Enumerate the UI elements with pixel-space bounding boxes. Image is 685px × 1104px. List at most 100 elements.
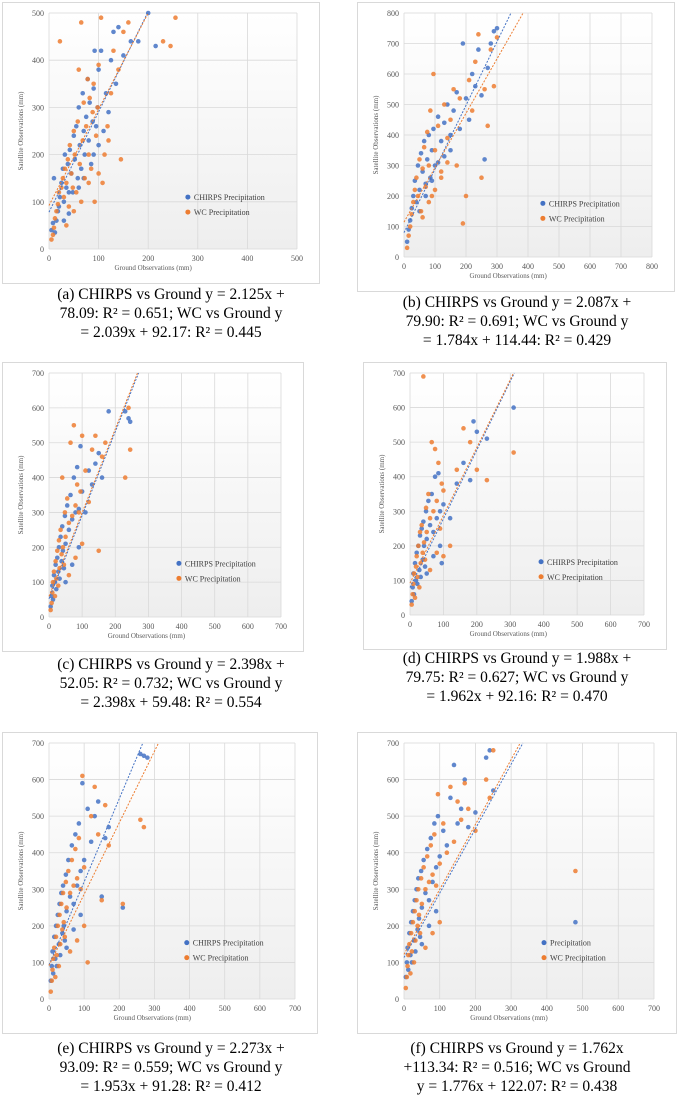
- data-point-chirps: [448, 147, 453, 153]
- data-point-chirps: [76, 105, 82, 110]
- data-point-wc: [427, 515, 433, 521]
- data-point-wc: [424, 129, 430, 135]
- chart-f-svg: 0 100 200 300 400 500 600 700 0 100 200 300 400 500 60…: [372, 739, 660, 1022]
- x-tick-label: 400: [241, 254, 253, 263]
- data-point-chirps: [411, 193, 416, 199]
- data-point-chirps: [66, 211, 72, 216]
- data-point-wc: [458, 817, 464, 823]
- data-point-chirps: [417, 187, 422, 193]
- data-point-chirps: [421, 138, 427, 144]
- legend-label-wc: WC Precipitation: [550, 954, 606, 963]
- data-point-wc: [73, 846, 78, 852]
- data-point-chirps: [413, 949, 418, 954]
- data-point-wc: [92, 199, 97, 205]
- x-tick-label: 500: [209, 622, 221, 631]
- y-tick-label: 200: [387, 192, 399, 201]
- data-point-wc: [426, 163, 432, 168]
- y-tick-label: 600: [32, 776, 44, 785]
- data-point-wc: [413, 938, 418, 943]
- data-point-chirps: [479, 93, 484, 98]
- data-point-wc: [410, 591, 415, 597]
- data-point-wc: [423, 184, 428, 190]
- data-point-chirps: [412, 560, 418, 566]
- y-axis-label: Satellite Observations (mm): [372, 95, 380, 175]
- data-point-wc: [433, 883, 439, 888]
- data-point-wc: [105, 123, 110, 129]
- data-point-wc: [448, 117, 453, 123]
- plot-area: [410, 373, 644, 615]
- data-point-wc: [118, 157, 124, 162]
- data-point-chirps: [435, 813, 441, 819]
- data-point-wc: [573, 868, 578, 874]
- data-point-wc: [434, 550, 440, 556]
- data-point-wc: [48, 607, 53, 613]
- data-point-wc: [431, 71, 436, 77]
- data-point-chirps: [423, 890, 428, 896]
- data-point-wc: [53, 934, 59, 940]
- data-point-chirps: [442, 120, 447, 126]
- data-point-wc: [95, 832, 101, 837]
- data-point-wc: [404, 974, 410, 980]
- data-point-chirps: [431, 126, 436, 132]
- data-point-chirps: [433, 865, 439, 870]
- data-point-wc: [419, 901, 425, 907]
- data-point-chirps: [106, 409, 111, 414]
- plot-area: [49, 373, 281, 617]
- y-tick-label: 300: [393, 507, 405, 516]
- data-point-wc: [426, 491, 431, 497]
- data-point-wc: [415, 193, 421, 199]
- data-point-wc: [423, 886, 428, 892]
- data-point-chirps: [483, 755, 489, 760]
- caption-d-line1: (d) CHIRPS vs Ground y = 1.988x +: [402, 650, 632, 667]
- data-point-wc: [111, 48, 116, 54]
- data-point-chirps: [424, 571, 430, 576]
- data-point-wc: [437, 861, 443, 866]
- data-point-chirps: [108, 57, 114, 63]
- data-point-wc: [55, 583, 61, 588]
- data-point-wc: [447, 543, 453, 549]
- legend-marker-wc: [184, 955, 190, 961]
- data-point-wc: [58, 527, 63, 533]
- data-point-chirps: [455, 821, 460, 826]
- data-point-wc: [141, 824, 147, 830]
- caption-b-line1: (b) CHIRPS vs Ground y = 2.087x +: [402, 294, 632, 311]
- data-point-chirps: [490, 788, 496, 793]
- data-point-chirps: [73, 832, 78, 837]
- data-point-chirps: [454, 90, 459, 95]
- data-point-wc: [491, 83, 497, 89]
- data-point-wc: [445, 160, 450, 165]
- caption-a-line2: 78.09: R² = 0.651; WC vs Ground y: [59, 305, 283, 322]
- y-tick-label: 300: [32, 103, 44, 112]
- data-point-wc: [437, 919, 443, 925]
- data-point-wc: [473, 59, 478, 65]
- data-point-wc: [432, 446, 438, 452]
- data-point-chirps: [62, 152, 68, 157]
- data-point-wc: [421, 540, 427, 545]
- data-point-wc: [74, 938, 80, 943]
- data-point-wc: [482, 86, 487, 92]
- data-point-chirps: [71, 927, 76, 932]
- data-point-chirps: [67, 894, 73, 899]
- data-point-chirps: [437, 543, 443, 549]
- data-point-wc: [78, 199, 84, 205]
- data-point-wc: [68, 440, 73, 446]
- x-tick-label: 500: [577, 1004, 589, 1013]
- data-point-wc: [438, 169, 444, 174]
- data-point-wc: [421, 374, 426, 379]
- x-tick-label: 400: [522, 262, 534, 271]
- data-point-chirps: [78, 443, 83, 449]
- data-point-chirps: [417, 934, 423, 940]
- caption-d: (d) CHIRPS vs Ground y = 1.988x + 79.75:…: [349, 649, 685, 706]
- data-point-chirps: [93, 461, 98, 466]
- data-point-wc: [75, 119, 81, 124]
- data-point-chirps: [439, 560, 445, 566]
- data-point-chirps: [471, 419, 476, 424]
- x-tick-label: 600: [605, 620, 617, 629]
- caption-f-line3: y = 1.776x + 122.07: R² = 0.438: [416, 1078, 618, 1095]
- data-point-wc: [430, 872, 435, 877]
- data-point-wc: [92, 784, 97, 790]
- data-point-wc: [93, 433, 98, 439]
- data-point-chirps: [444, 843, 450, 848]
- data-point-chirps: [50, 220, 56, 226]
- data-point-chirps: [419, 905, 425, 910]
